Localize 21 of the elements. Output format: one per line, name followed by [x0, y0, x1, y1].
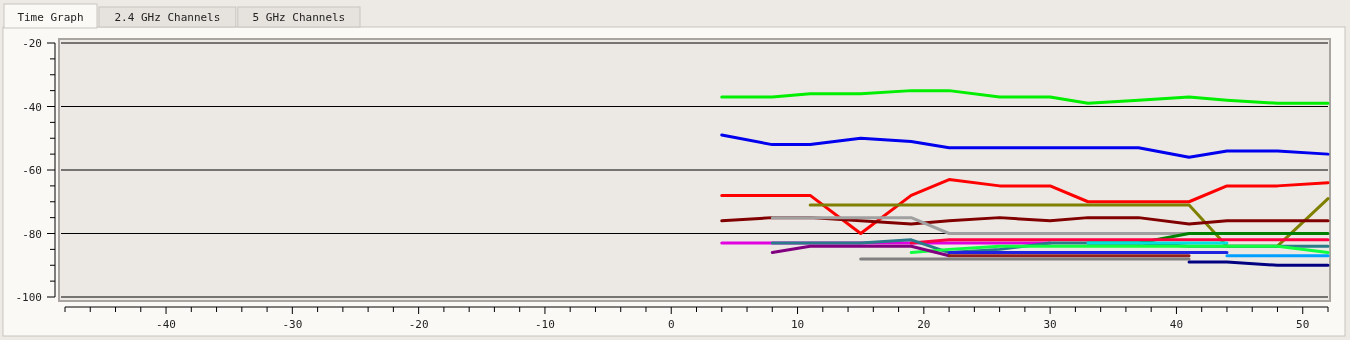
x-tick-label: 30 [1043, 318, 1057, 331]
line-series [720, 89, 1330, 105]
x-tick-label: 20 [917, 318, 931, 331]
x-tick-label: -10 [535, 318, 555, 331]
x-tick-label: -40 [156, 318, 176, 331]
y-tick-label: -60 [22, 164, 42, 177]
x-tick-label: 50 [1296, 318, 1310, 331]
x-tick-label: 40 [1169, 318, 1184, 331]
y-tick-label: -80 [22, 227, 42, 241]
x-tick-label: 0 [667, 318, 675, 331]
y-tick-label: -40 [22, 100, 42, 114]
line-series [720, 178, 1330, 235]
text: Time Graph [17, 11, 84, 24]
x-tick-label: -30 [282, 318, 303, 331]
y-tick-label: -100 [15, 291, 42, 304]
x-tick-label: 10 [790, 318, 805, 331]
text: 5 GHz Channels [252, 11, 346, 24]
y-tick-label: -20 [22, 37, 42, 50]
line-series [720, 133, 1330, 159]
text: 2.4 GHz Channels [114, 11, 221, 24]
x-tick-label: -20 [408, 318, 429, 331]
